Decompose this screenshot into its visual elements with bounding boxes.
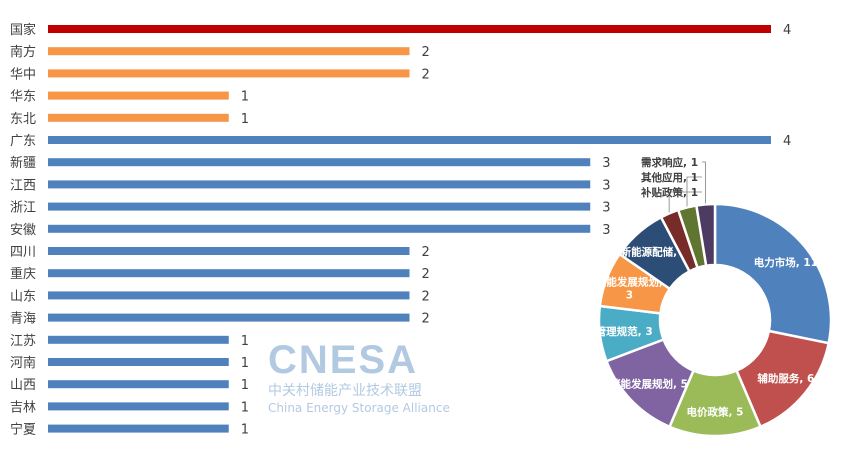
category-label: 吉林 [10,400,36,415]
bar [48,113,229,122]
category-label: 安徽 [10,223,36,238]
data-label: 2 [422,312,430,327]
bar [48,424,229,433]
category-label: 青海 [10,312,36,327]
data-label: 2 [422,245,430,260]
slice-label: 补贴政策, 1 [640,186,698,199]
bar [48,224,591,233]
bar [48,69,410,78]
category-label: 东北 [10,112,36,127]
category-label: 四川 [10,245,36,260]
leader-line [702,161,706,204]
bar [48,202,591,211]
bar [48,91,229,100]
bar [48,291,410,300]
bar [48,180,591,189]
slice-label: 管理规范, 3 [596,325,653,338]
bar [48,136,771,144]
data-label: 1 [241,334,249,349]
category-label: 新疆 [10,155,36,171]
category-label: 浙江 [10,201,36,216]
data-label: 4 [783,134,791,149]
category-label: 华中 [10,67,36,82]
slice-label: 辅助服务, 6 [757,372,814,385]
data-label: 4 [783,23,791,38]
category-label: 山西 [10,378,36,393]
slice-label: 电价政策, 5 [687,406,744,419]
data-label: 1 [241,356,249,371]
data-label: 2 [422,67,430,82]
data-label: 3 [602,156,610,171]
data-label: 3 [602,178,610,193]
data-label: 2 [422,45,430,60]
data-label: 1 [241,90,249,105]
data-label: 1 [241,423,249,438]
bar [48,25,771,33]
category-label: 河南 [10,355,36,371]
slice-label: 储能发展规划, 3 [596,276,663,302]
category-label: 江苏 [10,333,36,349]
leader-line [686,176,702,207]
data-label: 2 [422,289,430,304]
data-label: 1 [241,378,249,393]
bar [48,380,229,389]
data-label: 3 [602,223,610,238]
data-label: 2 [422,267,430,282]
category-label: 华东 [10,90,36,105]
slice-label: 电力市场, 11 [754,256,818,269]
bar [48,358,229,366]
bar [48,158,591,167]
data-label: 3 [602,201,610,216]
bar [48,247,410,255]
category-label: 山东 [10,289,36,304]
category-label: 宁夏 [10,422,36,438]
category-label: 南方 [10,44,36,60]
bar [48,47,410,56]
slice-label: 储能发展规划, 5 [610,377,688,390]
data-label: 1 [241,400,249,415]
category-label: 江西 [10,178,36,193]
slice-label: 其他应用, 1 [641,171,698,184]
data-label: 1 [241,112,249,127]
category-label: 重庆 [10,266,36,282]
bar [48,269,410,278]
donut-slice [694,202,717,268]
bar [48,402,229,411]
category-label: 国家 [10,22,36,38]
category-label: 广东 [10,134,36,149]
bar [48,313,410,322]
leader-line [668,191,702,213]
slice-label: 新能源配储, 3 [621,246,688,259]
donut-slice [713,202,833,345]
slice-label: 需求响应, 1 [641,156,698,169]
bar [48,335,229,344]
